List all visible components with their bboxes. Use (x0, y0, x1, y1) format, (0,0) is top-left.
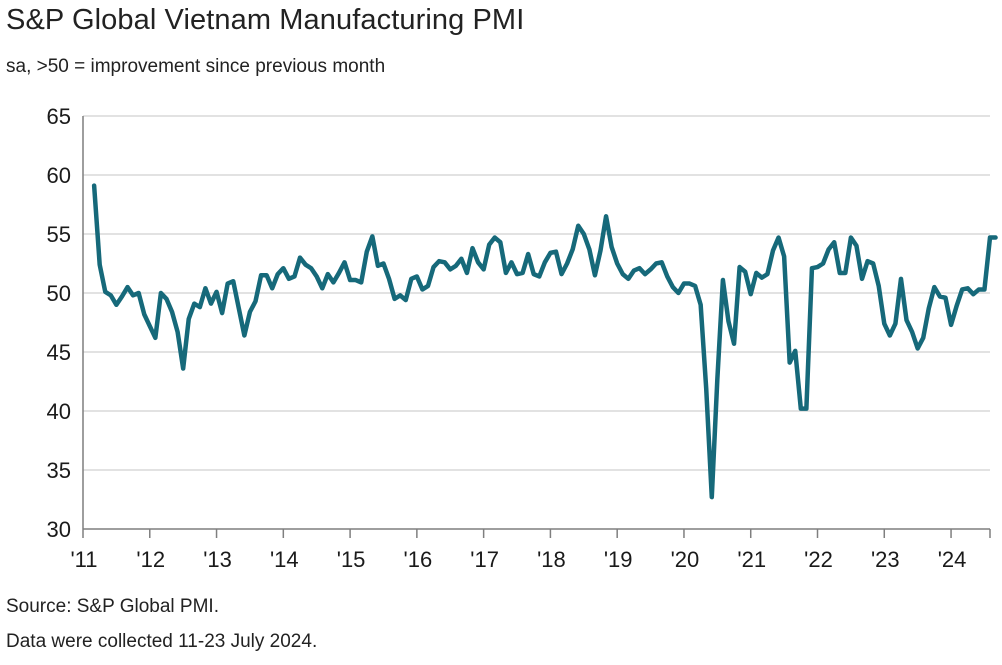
x-tick-label: '12 (136, 547, 165, 572)
x-tick-label: '22 (804, 547, 833, 572)
series-layer (91, 183, 998, 500)
source-note: Source: S&P Global PMI. (6, 596, 219, 617)
x-axis-ticks: '11 '12 '13 '14 '15 '16 '17 '18 '19 '20 '21 '22 '23 '… (70, 529, 991, 572)
axis-layer (82, 116, 990, 530)
y-tick-label: 65 (47, 104, 71, 129)
x-tick-label: '16 (404, 547, 433, 572)
pmi-series-line (91, 183, 998, 500)
y-tick-label: 45 (47, 340, 71, 365)
y-tick-label: 60 (47, 163, 71, 188)
x-tick-label: '17 (470, 547, 499, 572)
y-tick-label: 30 (47, 517, 71, 542)
x-tick-label: '21 (737, 547, 766, 572)
x-tick-label: '23 (871, 547, 900, 572)
x-tick-label: '18 (537, 547, 566, 572)
x-tick-label: '19 (604, 547, 633, 572)
chart-title: S&P Global Vietnam Manufacturing PMI (6, 4, 525, 36)
x-tick-label: '20 (671, 547, 700, 572)
y-tick-label: 50 (47, 281, 71, 306)
x-tick-label: '13 (203, 547, 232, 572)
x-tick-label: '24 (938, 547, 967, 572)
x-tick-label: '11 (70, 547, 97, 572)
y-axis-ticks: 30 35 40 45 50 55 60 65 (47, 104, 71, 542)
grid-layer (83, 115, 990, 471)
y-tick-label: 55 (47, 222, 71, 247)
y-tick-label: 40 (47, 399, 71, 424)
y-tick-label: 35 (47, 458, 71, 483)
chart-subtitle: sa, >50 = improvement since previous mon… (6, 56, 386, 77)
collection-note: Data were collected 11-23 July 2024. (6, 631, 318, 652)
x-tick-label: '15 (337, 547, 366, 572)
x-tick-label: '14 (270, 547, 299, 572)
